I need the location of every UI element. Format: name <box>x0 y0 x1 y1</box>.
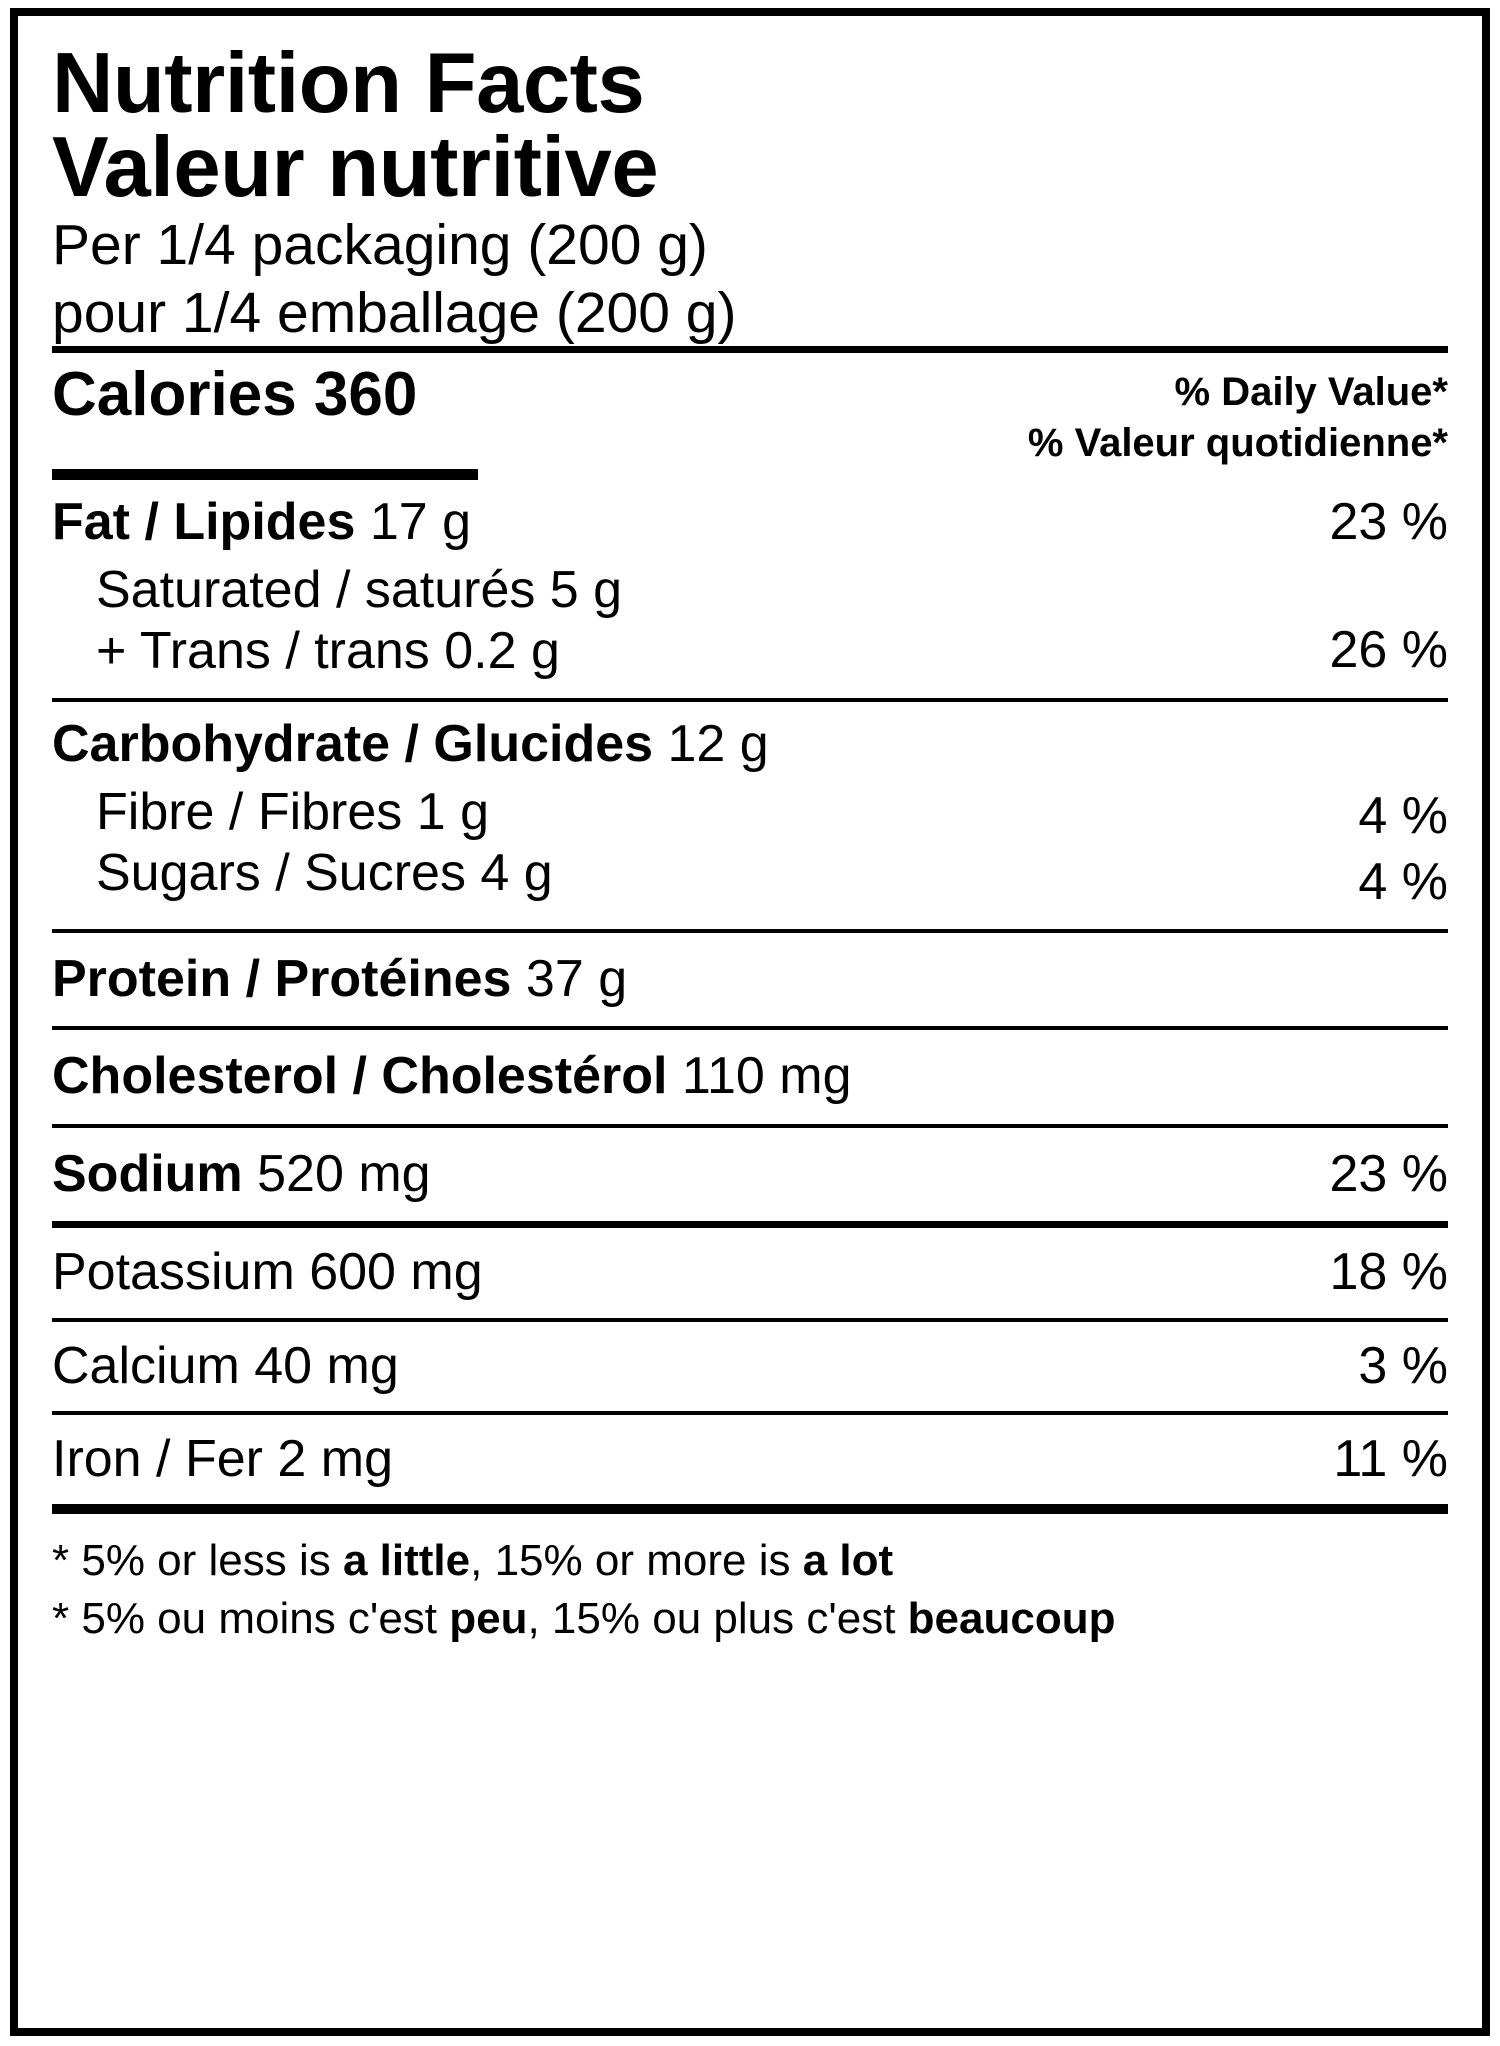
calories-text: Calories 360 <box>52 359 418 429</box>
protein-amount: 37 g <box>525 950 628 1009</box>
cholesterol-label: Cholesterol / Cholestérol <box>52 1047 668 1106</box>
fat-section: Fat / Lipides 17 g Saturated / saturés 5… <box>52 480 1448 698</box>
divider-after-calcium <box>52 1410 1448 1415</box>
footnote-fr-bold2: beaucoup <box>907 1594 1116 1644</box>
cholesterol-left: Cholesterol / Cholestérol 110 mg <box>52 1046 852 1107</box>
saturated-trans-daily-value: 26 % <box>1329 620 1448 679</box>
carbohydrate-section-right: 4 % 4 % <box>1358 702 1448 913</box>
calcium-daily-value: 3 % <box>1358 1336 1448 1395</box>
fat-section-right: 23 % 26 % <box>1329 480 1448 681</box>
footnote-en-bold2: a lot <box>802 1536 894 1586</box>
potassium-label: Potassium 600 mg <box>52 1243 483 1302</box>
saturated-fat-row: Saturated / saturés 5 g <box>96 560 623 619</box>
fat-amount-spacer <box>355 493 369 551</box>
protein-row: Protein / Protéines 37 g <box>52 933 1448 1026</box>
divider-after-fat <box>52 698 1448 703</box>
sodium-amount: 520 mg <box>257 1144 431 1203</box>
title-french: Valeur nutritive <box>52 120 659 216</box>
footnote-french: * 5% ou moins c'est peu, 15% ou plus c'e… <box>52 1590 1448 1648</box>
carbohydrate-section-left: Carbohydrate / Glucides 12 g Fibre / Fib… <box>52 702 1358 904</box>
iron-label: Iron / Fer 2 mg <box>52 1429 393 1488</box>
carbohydrate-label: Carbohydrate / Glucides <box>52 715 654 774</box>
cholesterol-amount: 110 mg <box>681 1047 852 1106</box>
carbohydrate-subrows: Fibre / Fibres 1 g Sugars / Sucres 4 g <box>52 776 1358 905</box>
sodium-left: Sodium 520 mg <box>52 1144 431 1205</box>
daily-value-header: % Daily Value* % Valeur quotidienne* <box>1028 361 1448 469</box>
divider-after-potassium <box>52 1317 1448 1322</box>
fat-label: Fat / Lipides <box>52 493 356 552</box>
footnote-block: * 5% or less is a little, 15% or more is… <box>52 1514 1448 1648</box>
sodium-amount-spacer <box>243 1145 257 1203</box>
calcium-row: Calcium 40 mg 3 % <box>52 1322 1448 1411</box>
calories-section: Calories 360 % Daily Value* % Valeur quo… <box>52 353 1448 481</box>
daily-value-header-french: % Valeur quotidienne* <box>1027 421 1448 466</box>
fat-daily-value: 23 % <box>1329 493 1448 552</box>
protein-left: Protein / Protéines 37 g <box>52 949 627 1010</box>
footnote-fr-bold1: peu <box>449 1594 528 1644</box>
serving-size-english: Per 1/4 packaging (200 g) <box>52 213 708 278</box>
sodium-row: Sodium 520 mg 23 % <box>52 1128 1448 1221</box>
daily-value-header-english: % Daily Value* <box>1174 369 1448 414</box>
nutrition-facts-label: Nutrition Facts Valeur nutritive Per 1/4… <box>10 8 1490 2036</box>
calories-underline <box>52 469 478 481</box>
carbohydrate-amount: 12 g <box>667 715 769 774</box>
iron-daily-value: 11 % <box>1333 1429 1448 1488</box>
fat-subrows: Saturated / saturés 5 g + Trans / trans … <box>52 554 1329 683</box>
footnote-fr-part2: , 15% ou plus c'est <box>527 1594 908 1644</box>
sugars-row: Sugars / Sucres 4 g <box>96 844 553 903</box>
serving-size-french: pour 1/4 emballage (200 g) <box>52 281 737 346</box>
fat-amount: 17 g <box>369 493 472 552</box>
protein-label: Protein / Protéines <box>52 950 512 1009</box>
carbohydrate-amount-spacer <box>653 715 667 773</box>
divider-before-footnote <box>52 1504 1448 1515</box>
iron-row: Iron / Fer 2 mg 11 % <box>52 1415 1448 1504</box>
footnote-english: * 5% or less is a little, 15% or more is… <box>52 1532 1448 1590</box>
title-english: Nutrition Facts <box>52 36 645 131</box>
footnote-fr-part1: * 5% ou moins c'est <box>52 1594 450 1644</box>
fat-row: Fat / Lipides 17 g <box>52 480 1329 553</box>
fibre-daily-value: 4 % <box>1358 787 1448 846</box>
divider-after-protein <box>52 1026 1448 1031</box>
sugars-daily-value: 4 % <box>1358 852 1448 911</box>
trans-fat-row: + Trans / trans 0.2 g <box>96 622 560 681</box>
sodium-daily-value: 23 % <box>1329 1144 1448 1203</box>
sodium-label: Sodium <box>52 1144 243 1203</box>
footnote-en-bold1: a little <box>342 1536 471 1586</box>
protein-amount-spacer <box>511 950 525 1008</box>
footnote-en-part2: , 15% or more is <box>470 1536 803 1586</box>
calcium-label: Calcium 40 mg <box>52 1336 399 1395</box>
calories-row: Calories 360 % Daily Value* % Valeur quo… <box>52 359 1448 469</box>
carbohydrate-section: Carbohydrate / Glucides 12 g Fibre / Fib… <box>52 702 1448 929</box>
title-block: Nutrition Facts Valeur nutritive Per 1/4… <box>52 16 1448 346</box>
carbohydrate-row: Carbohydrate / Glucides 12 g <box>52 702 1358 775</box>
cholesterol-amount-spacer <box>667 1047 681 1105</box>
potassium-row: Potassium 600 mg 18 % <box>52 1228 1448 1317</box>
fibre-row: Fibre / Fibres 1 g <box>96 782 490 841</box>
divider-after-sodium <box>52 1221 1448 1229</box>
divider-after-cholesterol <box>52 1123 1448 1128</box>
divider-after-serving <box>52 345 1448 353</box>
divider-after-carbohydrate <box>52 929 1448 934</box>
cholesterol-row: Cholesterol / Cholestérol 110 mg <box>52 1030 1448 1123</box>
fat-section-left: Fat / Lipides 17 g Saturated / saturés 5… <box>52 480 1329 682</box>
footnote-en-part1: * 5% or less is <box>52 1536 343 1586</box>
potassium-daily-value: 18 % <box>1329 1243 1448 1302</box>
